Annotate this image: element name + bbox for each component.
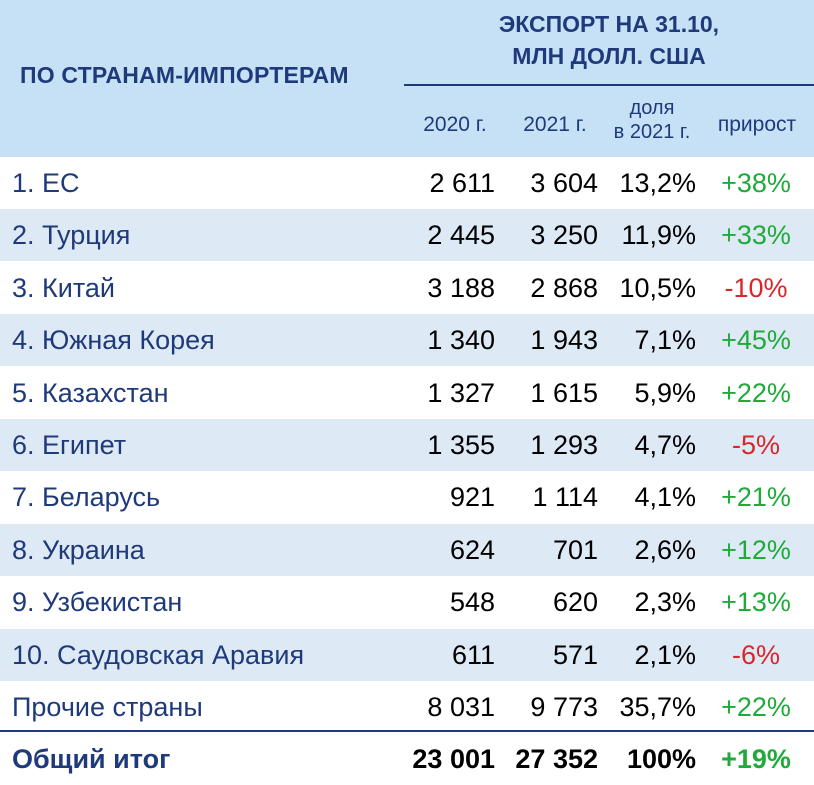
table-row: 2. Турция 2 445 3 250 11,9% +33% [0, 209, 814, 261]
table-row: 1. ЕС 2 611 3 604 13,2% +38% [0, 157, 814, 209]
table-row: 10. Саудовская Аравия 611 571 2,1% -6% [0, 629, 814, 681]
col-header-growth: прирост [717, 113, 797, 136]
cell-share: 13,2% [619, 168, 696, 198]
cell-v2020: 2 445 [427, 220, 495, 250]
export-header: ЭКСПОРТ НА 31.10, МЛН ДОЛЛ. США [404, 8, 814, 72]
cell-v2021: 3 250 [530, 220, 598, 250]
cell-v2020: 3 188 [427, 273, 495, 303]
cell-share: 2,1% [634, 640, 696, 670]
cell-growth: +22% [721, 378, 791, 408]
col-header-share-line2: в 2021 г. [613, 121, 691, 143]
cell-growth: +19% [721, 744, 791, 774]
cell-name: 1. ЕС [12, 168, 80, 198]
cell-v2020: 1 340 [427, 325, 495, 355]
cell-v2020: 624 [449, 535, 495, 565]
cell-growth: +12% [721, 535, 791, 565]
cell-v2021: 1 114 [532, 482, 598, 512]
cell-v2020: 8 031 [427, 692, 495, 722]
cell-share: 7,1% [634, 325, 696, 355]
table-row: 8. Украина 624 701 2,6% +12% [0, 524, 814, 576]
table-row: 6. Египет 1 355 1 293 4,7% -5% [0, 419, 814, 471]
cell-v2021: 1 943 [530, 325, 598, 355]
cell-name: 9. Узбекистан [12, 587, 183, 617]
cell-name: 3. Китай [12, 273, 115, 303]
cell-growth: -6% [731, 640, 780, 670]
cell-share: 4,7% [634, 430, 696, 460]
cell-growth: +21% [721, 482, 791, 512]
cell-name: 5. Казахстан [12, 378, 169, 408]
cell-growth: +38% [721, 168, 791, 198]
cell-v2021: 1 293 [530, 430, 598, 460]
col-header-2021: 2021 г. [523, 113, 587, 136]
table-row: 7. Беларусь 921 1 114 4,1% +21% [0, 471, 814, 523]
cell-v2021: 1 615 [530, 378, 598, 408]
total-row: Общий итог 23 001 27 352 100% +19% [0, 733, 814, 785]
table-header: ПО СТРАНАМ-ИМПОРТЕРАМ ЭКСПОРТ НА 31.10, … [0, 0, 814, 157]
cell-v2020: 611 [451, 640, 495, 670]
cell-share: 11,9% [621, 220, 696, 250]
cell-share: 35,7% [619, 692, 696, 722]
cell-name: 10. Саудовская Аравия [12, 640, 305, 670]
cell-share: 4,1% [634, 482, 696, 512]
table-row: 4. Южная Корея 1 340 1 943 7,1% +45% [0, 314, 814, 366]
cell-name: 2. Турция [12, 220, 131, 250]
cell-name: Общий итог [12, 744, 171, 774]
table-row: 9. Узбекистан 548 620 2,3% +13% [0, 576, 814, 628]
cell-name: 4. Южная Корея [12, 325, 215, 355]
cell-v2020: 1 327 [427, 378, 495, 408]
cell-growth: +33% [721, 220, 791, 250]
cell-share: 5,9% [634, 378, 696, 408]
cell-v2021: 27 352 [515, 744, 598, 774]
cell-v2020: 1 355 [427, 430, 495, 460]
col-header-2020: 2020 г. [423, 113, 487, 136]
cell-v2020: 548 [449, 587, 495, 617]
cell-v2020: 2 611 [429, 168, 495, 198]
export-header-line1: ЭКСПОРТ НА 31.10, [498, 11, 720, 37]
cell-share: 2,6% [634, 535, 696, 565]
cell-v2021: 571 [552, 640, 598, 670]
export-header-line2: МЛН ДОЛЛ. США [512, 43, 706, 69]
cell-v2021: 9 773 [530, 692, 598, 722]
cell-v2021: 701 [552, 535, 598, 565]
cell-v2021: 620 [552, 587, 598, 617]
cell-v2021: 3 604 [530, 168, 598, 198]
header-divider [404, 84, 814, 86]
col-header-share: доля в 2021 г. [602, 96, 702, 144]
cell-growth: +13% [721, 587, 791, 617]
cell-name: Прочие страны [12, 692, 203, 722]
cell-share: 10,5% [619, 273, 696, 303]
cell-growth: +45% [721, 325, 791, 355]
cell-share: 100% [626, 744, 696, 774]
cell-growth: -5% [731, 430, 780, 460]
cell-growth: +22% [721, 692, 791, 722]
cell-name: 7. Беларусь [12, 482, 161, 512]
row-label-header: ПО СТРАНАМ-ИМПОРТЕРАМ [20, 62, 349, 88]
table-row: 5. Казахстан 1 327 1 615 5,9% +22% [0, 367, 814, 419]
cell-v2021: 2 868 [530, 273, 598, 303]
table-row: 3. Китай 3 188 2 868 10,5% -10% [0, 262, 814, 314]
table-row: Прочие страны 8 031 9 773 35,7% +22% [0, 681, 814, 733]
cell-v2020: 23 001 [412, 744, 495, 774]
cell-name: 8. Украина [12, 535, 145, 565]
cell-v2020: 921 [449, 482, 495, 512]
cell-share: 2,3% [634, 587, 696, 617]
cell-growth: -10% [724, 273, 788, 303]
total-divider [0, 730, 814, 732]
col-header-share-line1: доля [629, 97, 675, 119]
cell-name: 6. Египет [12, 430, 127, 460]
